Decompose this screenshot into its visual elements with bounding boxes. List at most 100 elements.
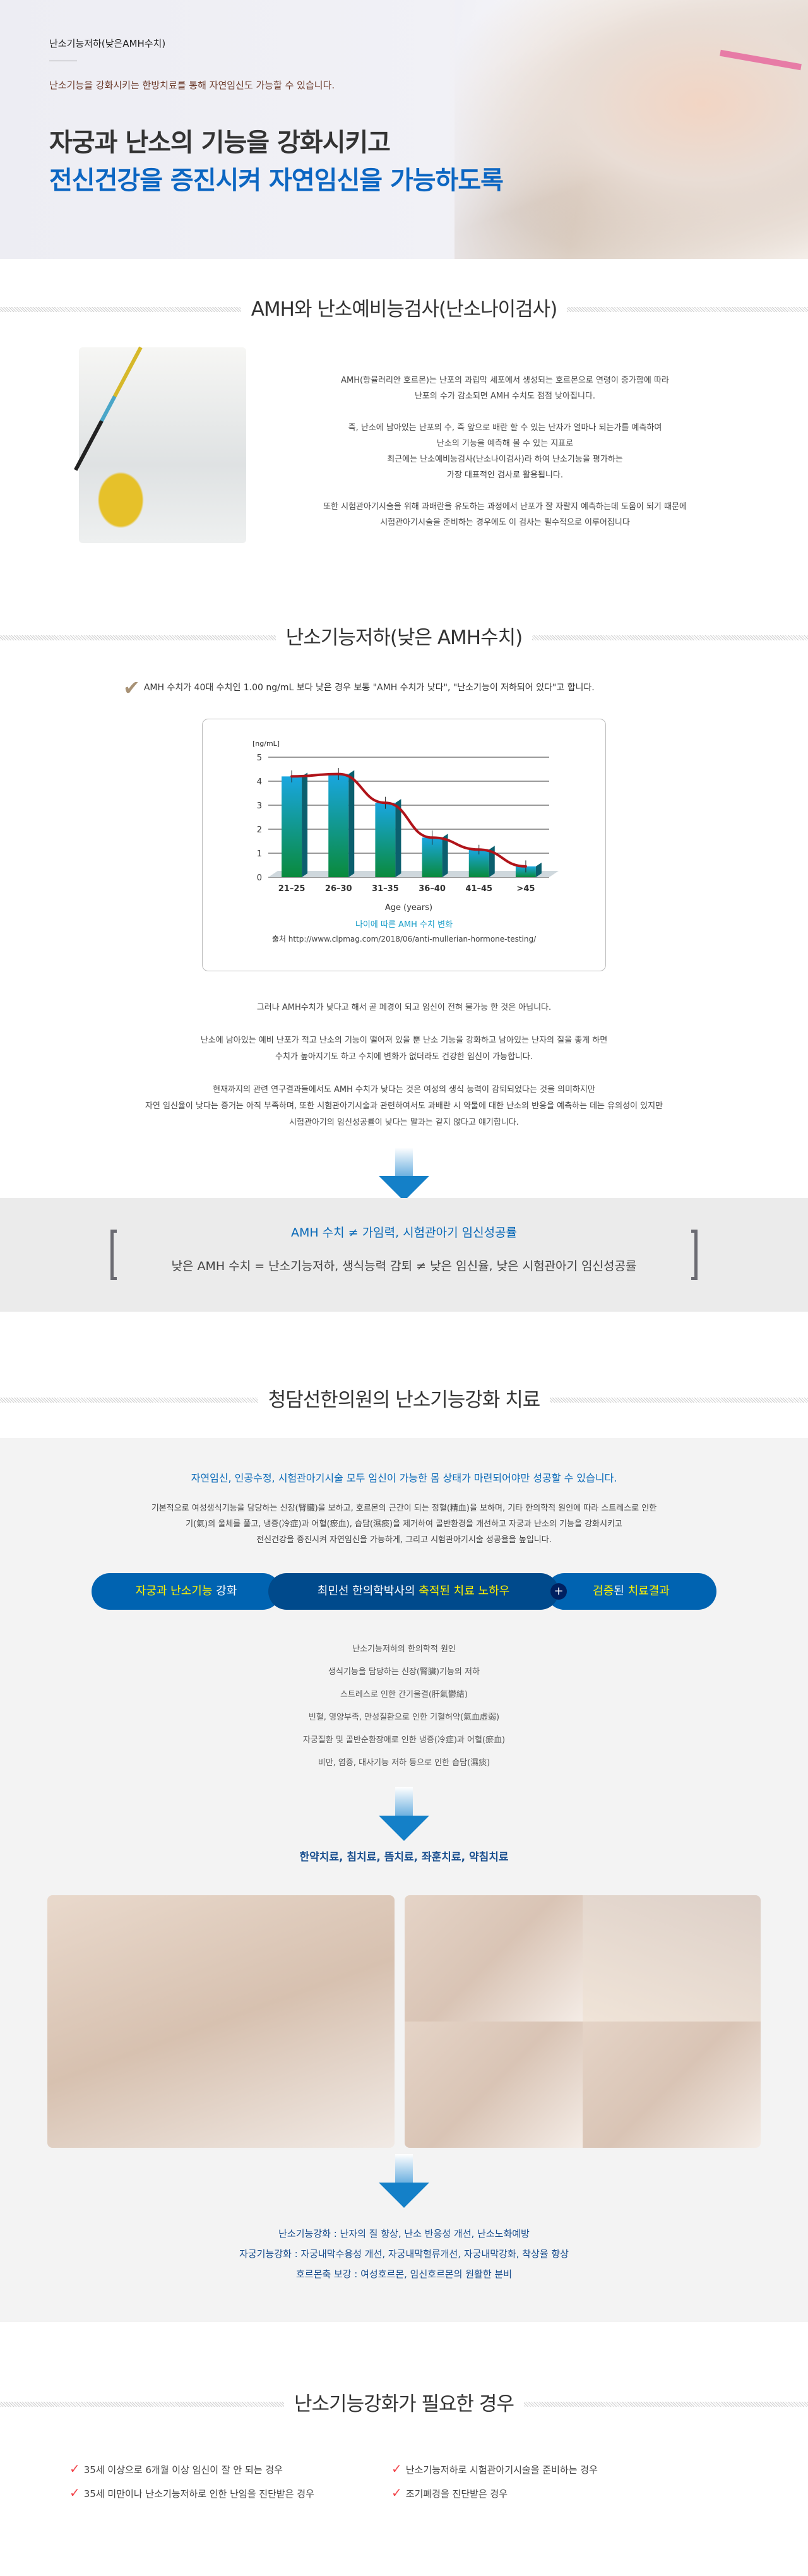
y-tick-label: 3 — [257, 801, 262, 811]
need-item: ✓ 35세 이상으로 6개월 이상 임신이 잘 안 되는 경우 — [69, 2461, 391, 2476]
paragraph: 현재까지의 관련 연구결과들에서도 AMH 수치가 낮다는 것은 여성의 생식 … — [0, 1082, 808, 1131]
paragraph: 즉, 난소에 남아있는 난포의 수, 즉 앞으로 배란 할 수 있는 난자가 얼… — [246, 420, 764, 483]
text-line: 자연 임신율이 낮다는 증거는 아직 부족하며, 또한 시험관아기시술과 관련하… — [145, 1101, 663, 1111]
result-item: 자궁기능강화 : 자궁내막수용성 개선, 자궁내막혈류개선, 자궁내막강화, 착… — [239, 2248, 569, 2260]
cause-item: 생식기능을 담당하는 신장(腎臟)기능의 저하 — [328, 1667, 480, 1677]
cupping-photo — [405, 2022, 583, 2148]
paragraph: AMH(항뮬러리안 호르몬)는 난포의 과립막 세포에서 생성되는 호르몬으로 … — [246, 373, 764, 404]
section-title: 난소기능강화가 필요한 경우 — [0, 2379, 808, 2429]
bar — [328, 774, 349, 877]
doctor-photo — [47, 1895, 395, 2148]
amh-description: AMH(항뮬러리안 호르몬)는 난포의 과립막 세포에서 생성되는 호르몬으로 … — [246, 347, 808, 613]
need-item-text: 35세 미만이나 난소기능저하로 인한 난임을 진단받은 경우 — [83, 2488, 314, 2500]
cause-item: 스트레스로 인한 간기울결(肝氣鬱結) — [340, 1690, 468, 1699]
cause-item: 빈혈, 영양부족, 만성질환으로 인한 기혈허약(氣血虛弱) — [308, 1713, 500, 1722]
plus-icon: + — [550, 1583, 567, 1600]
hero-subtitle: 난소기능을 강화시키는 한방치료를 통해 자연임신도 가능할 수 있습니다. — [49, 80, 335, 91]
paragraph: 그러나 AMH수치가 낮다고 해서 곧 폐경이 되고 임신이 전혀 불가능 한 … — [0, 1000, 808, 1016]
pill-results: 검증된 치료결과 — [546, 1573, 716, 1610]
treatment-section: 자연임신, 인공수정, 시험관아기시술 모두 임신이 가능한 몸 상태가 마련되… — [0, 1438, 808, 2322]
treatment-description: 기본적으로 여성생식기능을 담당하는 신장(腎臟)을 보하고, 호르몬의 근간이… — [0, 1501, 808, 1548]
y-tick-label: 2 — [257, 825, 262, 835]
bar — [375, 803, 396, 877]
amh-bar-chart: [ng/mL] 0 1 2 3 4 5 21–25 26–30 31–35 36–40 41–45 >4… — [252, 740, 559, 913]
x-tick-label: 31–35 — [372, 884, 399, 894]
pill-knowhow: 최민선 한의학박사의 축적된 치료 노하우 + — [268, 1573, 567, 1610]
text-line: 난소의 기능을 예측해 볼 수 있는 지표로 — [436, 439, 574, 448]
hero-banner: 난소기능저하(낮은AMH수치) 난소기능을 강화시키는 한방치료를 통해 자연임… — [0, 0, 808, 259]
need-item: ✓ 조기폐경을 진단받은 경우 — [391, 2485, 707, 2500]
chart-floor — [268, 871, 559, 877]
text-line: 그러나 AMH수치가 낮다고 해서 곧 폐경이 되고 임신이 전혀 불가능 한 … — [256, 1003, 552, 1012]
amh-chart: [ng/mL] 0 1 2 3 4 5 21–25 26–30 31–35 36–40 41–45 >4… — [202, 719, 606, 971]
text-line: 즉, 난소에 남아있는 난포의 수, 즉 앞으로 배란 할 수 있는 난자가 얼… — [348, 423, 662, 433]
section-title: AMH와 난소예비능검사(난소나이검사) — [0, 284, 808, 335]
bar — [282, 776, 302, 877]
y-tick-label: 1 — [257, 849, 262, 859]
cause-item: 비만, 염증, 대사기능 저하 등으로 인한 습담(濕痰) — [318, 1758, 490, 1768]
moxibustion-photo — [583, 2022, 761, 2148]
face-acupuncture-photo — [583, 1895, 761, 2022]
text-line: AMH(항뮬러리안 호르몬)는 난포의 과립막 세포에서 생성되는 호르몬으로 … — [341, 376, 669, 385]
amh-section: AMH(항뮬러리안 호르몬)는 난포의 과립막 세포에서 생성되는 호르몬으로 … — [0, 335, 808, 613]
bracket-left-icon — [110, 1230, 117, 1280]
cause-item: 난소기능저하의 한의학적 원인 — [352, 1644, 456, 1654]
text-line: 최근에는 난소예비능검사(난소나이검사)라 하여 난소기능을 평가하는 — [387, 455, 623, 464]
check-icon: ✓ — [69, 2485, 80, 2500]
amh-note-text: AMH 수치가 40대 수치인 1.00 ng/mL 보다 낮은 경우 보통 "… — [143, 683, 595, 693]
summary-line-1: AMH 수치 ≠ 가임력, 시험관아기 임신성공률 — [290, 1226, 518, 1240]
text-line: 수치가 높아지기도 하고 수치에 변화가 없더라도 건강한 임신이 가능합니다. — [275, 1052, 533, 1062]
need-checklist: ✓ 35세 이상으로 6개월 이상 임신이 잘 안 되는 경우 ✓ 난소기능저하로 시… — [69, 2461, 808, 2500]
need-item-text: 난소기능저하로 시험관아기시술을 준비하는 경우 — [405, 2464, 598, 2476]
amh-note: ✔ AMH 수치가 40대 수치인 1.00 ng/mL 보다 낮은 경우 보통 … — [0, 676, 808, 700]
arrow-down-icon — [379, 1787, 429, 1841]
section-title-text: 난소기능강화가 필요한 경우 — [284, 2393, 524, 2416]
need-item-text: 35세 이상으로 6개월 이상 임신이 잘 안 되는 경우 — [83, 2464, 283, 2476]
bar-side — [302, 772, 308, 877]
pill-strengthen: 자궁과 난소기능 강화+ — [92, 1573, 289, 1610]
headline-line-2: 전신건강을 증진시켜 자연임신을 가능하도록 — [49, 166, 504, 195]
bar-side — [395, 799, 401, 877]
trend-line — [290, 772, 527, 868]
section-title: 난소기능저하(낮은 AMH수치) — [0, 613, 808, 663]
text-line: 또한 시험관아기시술을 위해 과배란을 유도하는 과정에서 난포가 잘 자랄지 … — [323, 502, 687, 512]
syringe-vial-image — [74, 346, 246, 543]
treatment-lead: 자연임신, 인공수정, 시험관아기시술 모두 임신이 가능한 몸 상태가 마련되… — [191, 1472, 617, 1484]
summary-line-2: 낮은 AMH 수치 = 난소기능저하, 생식능력 감퇴 ≠ 낮은 임신율, 낮은… — [171, 1259, 637, 1273]
x-tick-label: >45 — [516, 884, 535, 894]
headline-line-1: 자궁과 난소의 기능을 강화시키고 — [49, 128, 391, 157]
treatment-methods: 한약치료, 침치료, 뜸치료, 좌훈치료, 약침치료 — [299, 1851, 509, 1864]
arrow-down-icon — [379, 1147, 429, 1201]
strength-pills: 자궁과 난소기능 강화+ 최민선 한의학박사의 축적된 치료 노하우+ 검증된 … — [0, 1573, 808, 1610]
y-tick-label: 0 — [257, 873, 262, 883]
y-tick-label: 4 — [257, 777, 262, 787]
x-tick-label: 21–25 — [278, 884, 306, 894]
arrow-down-icon — [379, 2154, 429, 2208]
bar-side — [535, 862, 542, 877]
bar-side — [442, 834, 448, 877]
electro-acupuncture-photo — [405, 1895, 583, 2022]
result-item: 난소기능강화 : 난자의 질 향상, 난소 반응성 개선, 난소노화예방 — [278, 2228, 530, 2239]
chart-caption: 나이에 따른 AMH 수치 변화 — [355, 920, 453, 930]
desc-line: 기본적으로 여성생식기능을 담당하는 신장(腎臟)을 보하고, 호르몬의 근간이… — [151, 1504, 657, 1513]
text-line: 현재까지의 관련 연구결과들에서도 AMH 수치가 낮다는 것은 여성의 생식 … — [213, 1085, 595, 1094]
x-tick-label: 26–30 — [325, 884, 352, 894]
need-item: ✓ 35세 미만이나 난소기능저하로 인한 난임을 진단받은 경우 — [69, 2485, 391, 2500]
section-title-text: 난소기능저하(낮은 AMH수치) — [275, 626, 533, 649]
need-item-text: 조기폐경을 진단받은 경우 — [405, 2488, 508, 2500]
text-line: 가장 대표적인 검사로 활용됩니다. — [447, 470, 563, 480]
bar-side — [348, 770, 355, 877]
check-icon: ✓ — [69, 2461, 80, 2476]
treatment-photos — [47, 1895, 761, 2148]
text-line: 난포의 수가 감소되면 AMH 수치도 점점 낮아집니다. — [414, 392, 596, 401]
treatment-photo-grid — [405, 1895, 761, 2148]
low-amh-description: 그러나 AMH수치가 낮다고 해서 곧 폐경이 되고 임신이 전혀 불가능 한 … — [0, 1000, 808, 1131]
check-icon: ✔ — [123, 676, 140, 700]
check-icon: ✓ — [391, 2461, 402, 2476]
desc-line: 기(氣)의 울체를 풀고, 냉증(冷症)과 어혈(瘀血), 습담(濕痰)을 제거… — [186, 1519, 622, 1529]
text-line: 시험관아기시술을 준비하는 경우에도 이 검사는 필수적으로 이루어집니다 — [380, 518, 630, 527]
section-title: 청담선한의원의 난소기능강화 치료 — [0, 1375, 808, 1425]
